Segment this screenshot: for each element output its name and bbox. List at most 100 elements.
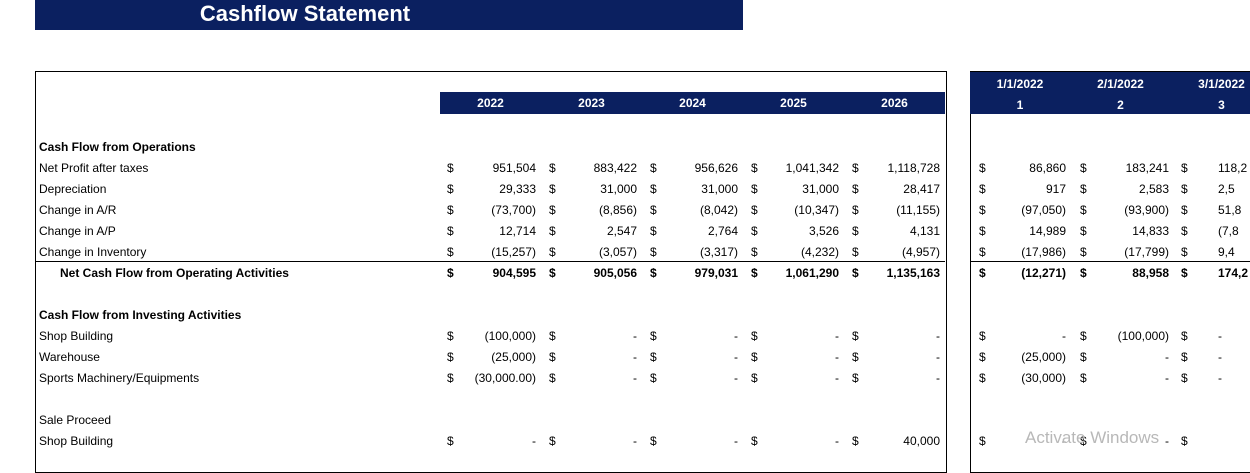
monthly-value-cell[interactable]: (93,900) <box>1124 203 1169 217</box>
monthly-value-cell[interactable]: 917 <box>1045 182 1066 196</box>
monthly-value-cell[interactable]: - <box>1218 371 1222 385</box>
currency-symbol: $ <box>751 329 758 343</box>
annual-value-cell[interactable]: 2,547 <box>606 224 637 238</box>
annual-value-cell[interactable]: - <box>633 371 637 385</box>
currency-symbol: $ <box>650 371 657 385</box>
monthly-value-cell[interactable]: - <box>1062 434 1066 448</box>
annual-value-cell[interactable]: 40,000 <box>903 434 940 448</box>
annual-value-cell[interactable]: - <box>835 329 839 343</box>
currency-symbol: $ <box>1181 434 1188 448</box>
section-header-row: Cash Flow from Investing Activities <box>0 305 1250 326</box>
monthly-value-cell[interactable]: 183,241 <box>1125 161 1169 175</box>
monthly-value-cell[interactable]: - <box>1218 350 1222 364</box>
annual-value-cell[interactable]: - <box>936 350 940 364</box>
annual-value-cell[interactable]: 1,135,163 <box>886 266 940 280</box>
annual-value-cell[interactable]: - <box>835 371 839 385</box>
annual-value-cell[interactable]: - <box>936 371 940 385</box>
currency-symbol: $ <box>751 161 758 175</box>
currency-symbol: $ <box>852 245 859 259</box>
annual-value-cell[interactable]: - <box>734 434 738 448</box>
annual-value-cell[interactable]: (4,232) <box>800 245 839 259</box>
monthly-value-cell[interactable]: 14,989 <box>1029 224 1066 238</box>
annual-value-cell[interactable]: (8,856) <box>598 203 637 217</box>
currency-symbol: $ <box>1080 434 1087 448</box>
annual-value-cell[interactable]: 1,061,290 <box>785 266 839 280</box>
monthly-value-cell[interactable]: - <box>1165 350 1169 364</box>
monthly-value-cell[interactable]: 2,5 <box>1218 182 1235 196</box>
monthly-value-cell[interactable]: 2,583 <box>1138 182 1169 196</box>
monthly-value-cell[interactable]: (30,000) <box>1021 371 1066 385</box>
monthly-value-cell[interactable]: (7,8 <box>1218 224 1239 238</box>
annual-value-cell[interactable]: 951,504 <box>492 161 536 175</box>
currency-symbol: $ <box>447 161 454 175</box>
annual-value-cell[interactable]: - <box>734 329 738 343</box>
annual-value-cell[interactable]: - <box>734 350 738 364</box>
annual-value-cell[interactable]: 31,000 <box>600 182 637 196</box>
total-rule <box>35 261 945 262</box>
annual-value-cell[interactable]: - <box>633 434 637 448</box>
annual-value-cell[interactable]: - <box>734 371 738 385</box>
annual-value-cell[interactable]: 4,131 <box>909 224 940 238</box>
annual-value-cell[interactable]: (4,957) <box>901 245 940 259</box>
monthly-value-cell[interactable]: - <box>1062 329 1066 343</box>
monthly-value-cell[interactable]: 88,958 <box>1132 266 1169 280</box>
monthly-value-cell[interactable]: - <box>1165 371 1169 385</box>
monthly-value-cell[interactable]: (17,799) <box>1124 245 1169 259</box>
currency-symbol: $ <box>549 245 556 259</box>
annual-value-cell[interactable]: 1,041,342 <box>785 161 839 175</box>
annual-value-cell[interactable]: (100,000) <box>484 329 536 343</box>
monthly-value-cell[interactable]: (97,050) <box>1021 203 1066 217</box>
annual-value-cell[interactable]: 2,764 <box>707 224 738 238</box>
currency-symbol: $ <box>447 350 454 364</box>
annual-value-cell[interactable]: 883,422 <box>593 161 637 175</box>
monthly-value-cell[interactable]: 14,833 <box>1132 224 1169 238</box>
monthly-value-cell[interactable]: 51,8 <box>1218 203 1242 217</box>
annual-value-cell[interactable]: (30,000.00) <box>474 371 536 385</box>
annual-value-cell[interactable]: - <box>936 329 940 343</box>
monthly-value-cell[interactable]: 174,2 <box>1218 266 1249 280</box>
annual-value-cell[interactable]: 905,056 <box>593 266 637 280</box>
annual-value-cell[interactable]: (10,347) <box>794 203 839 217</box>
annual-value-cell[interactable]: 956,626 <box>694 161 738 175</box>
annual-value-cell[interactable]: 28,417 <box>903 182 940 196</box>
monthly-value-cell[interactable]: 9,4 <box>1218 245 1235 259</box>
annual-value-cell[interactable]: - <box>532 434 536 448</box>
annual-value-cell[interactable]: (15,257) <box>491 245 536 259</box>
annual-value-cell[interactable]: (25,000) <box>491 350 536 364</box>
row-label: Change in A/R <box>39 203 117 217</box>
annual-value-cell[interactable]: - <box>633 329 637 343</box>
annual-value-cell[interactable]: - <box>633 350 637 364</box>
annual-value-cell[interactable]: 31,000 <box>802 182 839 196</box>
annual-value-cell[interactable]: 12,714 <box>499 224 536 238</box>
currency-symbol: $ <box>979 371 986 385</box>
annual-value-cell[interactable]: 1,118,728 <box>887 161 941 175</box>
currency-symbol: $ <box>650 203 657 217</box>
annual-value-cell[interactable]: 904,595 <box>492 266 536 280</box>
annual-value-cell[interactable]: 979,031 <box>694 266 738 280</box>
currency-symbol: $ <box>751 224 758 238</box>
annual-value-cell[interactable]: 3,526 <box>808 224 839 238</box>
monthly-value-cell[interactable]: 86,860 <box>1029 161 1066 175</box>
monthly-value-cell[interactable]: (17,986) <box>1021 245 1066 259</box>
annual-value-cell[interactable]: 29,333 <box>499 182 536 196</box>
annual-value-cell[interactable]: (8,042) <box>699 203 738 217</box>
currency-symbol: $ <box>1080 203 1087 217</box>
monthly-value-cell[interactable]: (25,000) <box>1021 350 1066 364</box>
monthly-value-cell[interactable]: 118,2 <box>1218 161 1248 175</box>
annual-value-cell[interactable]: (3,057) <box>598 245 637 259</box>
currency-symbol: $ <box>979 350 986 364</box>
currency-symbol: $ <box>852 182 859 196</box>
monthly-value-cell[interactable]: (100,000) <box>1117 329 1169 343</box>
monthly-value-cell[interactable] <box>1218 431 1250 452</box>
annual-value-cell[interactable]: (73,700) <box>491 203 536 217</box>
annual-value-cell[interactable]: - <box>835 350 839 364</box>
annual-value-cell[interactable]: 31,000 <box>701 182 738 196</box>
annual-value-cell[interactable]: - <box>835 434 839 448</box>
monthly-value-cell[interactable]: - <box>1165 434 1169 448</box>
currency-symbol: $ <box>1181 182 1188 196</box>
annual-value-cell[interactable]: (3,317) <box>699 245 738 259</box>
currency-symbol: $ <box>751 350 758 364</box>
annual-value-cell[interactable]: (11,155) <box>896 203 940 217</box>
monthly-value-cell[interactable]: (12,271) <box>1021 266 1066 280</box>
monthly-value-cell[interactable]: - <box>1218 329 1222 343</box>
